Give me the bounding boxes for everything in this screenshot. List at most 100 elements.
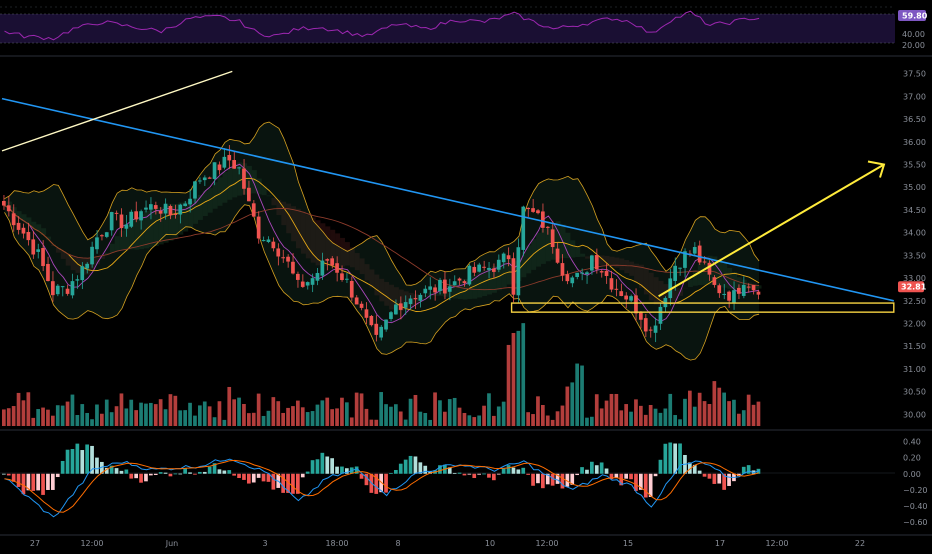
volume-bar [536, 396, 540, 426]
volume-bar [276, 401, 280, 426]
macd-hist-bar [580, 467, 584, 474]
candle-body [203, 177, 207, 180]
candle-body [536, 210, 540, 213]
candle-body [575, 273, 579, 277]
volume-bar [595, 394, 599, 426]
volume-bar [453, 398, 457, 426]
macd-hist-bar [164, 473, 168, 474]
macd-hist-bar [502, 469, 506, 474]
candle-body [316, 273, 320, 281]
candle-body [281, 257, 285, 258]
candle-body [507, 255, 511, 259]
macd-hist-bar [85, 444, 89, 473]
volume-bar [174, 396, 178, 426]
candle-body [448, 286, 452, 291]
macd-hist-bar [713, 474, 717, 484]
volume-bar [605, 401, 609, 426]
macd-tick-label: −0.60 [903, 518, 928, 527]
volume-bar [71, 395, 75, 426]
candle-body [139, 211, 143, 220]
volume-bar [370, 420, 374, 426]
candle-body [477, 265, 481, 272]
candle-body [619, 291, 623, 296]
volume-bar [423, 413, 427, 426]
candle-body [737, 288, 741, 294]
volume-bar [482, 406, 486, 426]
macd-hist-bar [237, 474, 241, 478]
macd-hist-bar [600, 462, 604, 473]
candle-body [125, 224, 129, 228]
candle-body [458, 279, 462, 281]
volume-bar [399, 411, 403, 426]
candle-body [193, 181, 197, 198]
candle-body [27, 232, 31, 240]
macd-hist-bar [590, 462, 594, 474]
volume-bar [468, 415, 472, 426]
rsi-band [0, 14, 895, 43]
volume-bar [580, 366, 584, 426]
candle-body [370, 316, 374, 325]
macd-axis: 0.400.200.00−0.20−0.40−0.60 [903, 438, 928, 527]
candle-body [605, 271, 609, 276]
candle-body [693, 247, 697, 254]
candle-body [512, 258, 516, 294]
volume-bar [17, 393, 21, 426]
volume-bar [546, 416, 550, 426]
candle-body [610, 278, 614, 289]
volume-bar [345, 402, 349, 426]
macd-panel: 0.400.200.00−0.20−0.40−0.60 [0, 438, 928, 527]
candle-body [232, 160, 236, 169]
time-label-3: 3 [262, 539, 267, 548]
candle-body [61, 286, 65, 287]
candle-body [389, 312, 393, 319]
candle-body [526, 208, 530, 209]
time-label-12-00-b: 12:00 [535, 539, 558, 548]
volume-bar [590, 417, 594, 426]
time-label-8: 8 [395, 539, 400, 548]
macd-hist-bar [335, 467, 339, 474]
volume-bar [46, 410, 50, 426]
price-tick-label: 34.50 [903, 206, 926, 215]
candle-body [595, 255, 599, 269]
volume-bar [27, 392, 31, 426]
candle-body [262, 240, 266, 241]
volume-bar [713, 381, 717, 426]
macd-hist-bar [458, 473, 462, 474]
price-tick-label: 34.00 [903, 229, 926, 238]
volume-bar [154, 404, 158, 426]
candle-body [673, 266, 677, 281]
macd-hist-bar [31, 474, 35, 491]
volume-bar [703, 401, 707, 426]
macd-hist-bar [703, 474, 707, 477]
volume-bar [394, 404, 398, 426]
time-label-12-00-a: 12:00 [80, 539, 103, 548]
candle-body [183, 204, 187, 206]
volume-bar [223, 420, 227, 426]
macd-hist-bar [169, 474, 173, 477]
volume-bar [472, 417, 476, 426]
candle-body [433, 287, 437, 292]
macd-hist-bar [129, 474, 133, 479]
volume-bar [159, 399, 163, 426]
time-label-27: 27 [30, 539, 40, 548]
candle-body [463, 281, 467, 283]
white-trendline[interactable] [2, 71, 232, 151]
volume-bar [2, 409, 6, 426]
volume-bar [51, 416, 55, 426]
candle-body [169, 206, 173, 215]
macd-hist-bar [394, 470, 398, 474]
macd-hist-bar [139, 474, 143, 483]
price-tick-label: 32.00 [903, 320, 926, 329]
candle-body [703, 262, 707, 263]
volume-bar [615, 394, 619, 426]
candle-body [31, 239, 35, 254]
volume-bar [330, 409, 334, 426]
candle-body [752, 285, 756, 290]
macd-hist-bar [71, 449, 75, 474]
candle-body [414, 298, 418, 299]
volume-bar [673, 415, 677, 426]
volume-bar [355, 393, 359, 426]
volume-bar [110, 412, 114, 426]
